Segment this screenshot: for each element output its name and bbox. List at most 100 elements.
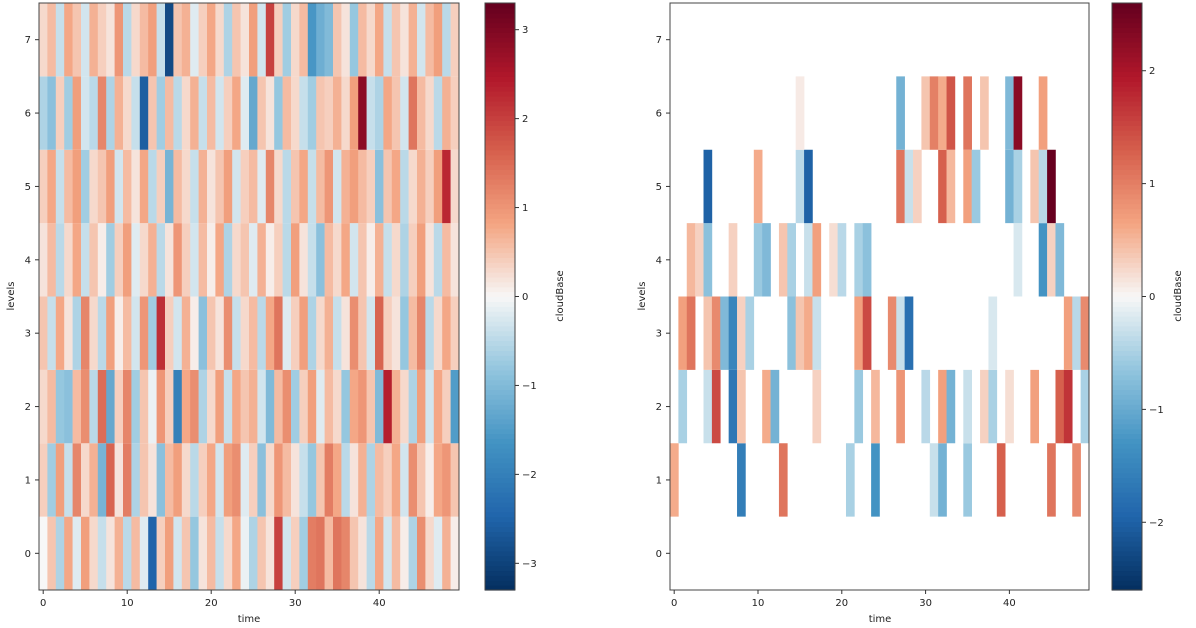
colorbar-strip: [485, 164, 515, 170]
heatmap-cell-l1-t28: [274, 443, 283, 517]
colorbar-strip: [1112, 511, 1142, 518]
heatmap-cell-l2-t49: [450, 369, 460, 444]
colorbar-strip: [485, 399, 515, 405]
colorbar-strip: [485, 404, 515, 410]
heatmap-cell-l3-t18: [190, 296, 199, 370]
heatmap-cell-l7-t19: [198, 3, 208, 77]
heatmap-cell-l0-t47: [433, 516, 443, 591]
heatmap-cell-l6-t25: [249, 76, 258, 150]
heatmap-cell-l6-t10: [123, 76, 132, 150]
heatmap-cell-l5-t36: [971, 149, 981, 224]
heatmap-cell-l1-t21: [215, 443, 225, 517]
colorbar-strip: [1112, 286, 1142, 293]
colorbar-strip: [485, 472, 515, 479]
heatmap-cell-l4-t39: [366, 223, 376, 297]
heatmap-cell-l2-t5: [711, 369, 721, 444]
heatmap-cell-l1-t48: [1072, 443, 1081, 517]
heatmap-cell-l1-t23: [232, 443, 241, 517]
heatmap-cell-l0-t5: [81, 516, 90, 591]
heatmap-cell-l4-t19: [198, 223, 208, 297]
colorbar-strip: [1112, 301, 1142, 307]
heatmap-cell-l4-t41: [383, 223, 393, 297]
colorbar-strip: [1112, 61, 1142, 68]
colorbar-strip: [485, 154, 515, 161]
heatmap-cell-l2-t7: [97, 369, 107, 444]
colorbar-strip: [1112, 433, 1142, 439]
heatmap-cell-l4-t29: [282, 223, 292, 297]
heatmap-cell-l3-t16: [804, 296, 813, 370]
colorbar-strip: [1112, 100, 1142, 107]
heatmap-cell-l3-t35: [333, 296, 342, 370]
colorbar-strip: [485, 462, 515, 469]
colorbar-tick-label: 2: [1149, 66, 1155, 77]
colorbar-strip: [1112, 188, 1142, 195]
heatmap-panel-left: 0 10 20 30 40 0 1 2 3 4 5 6 7 time levels: [6, 2, 460, 625]
heatmap-cell-l4-t45: [1047, 223, 1056, 297]
colorbar-gradient-left: [484, 2, 516, 591]
heatmap-cell-l0-t14: [156, 516, 166, 591]
heatmap-cell-l1-t0: [670, 443, 679, 517]
heatmap-cell-l7-t49: [450, 3, 460, 77]
heatmap-cell-l6-t0: [39, 76, 48, 150]
heatmap-cell-l5-t16: [173, 149, 183, 224]
heatmap-cell-l3-t19: [198, 296, 208, 370]
colorbar-strip: [485, 95, 515, 102]
heatmap-cell-l5-t10: [753, 149, 763, 224]
heatmap-cell-l6-t16: [173, 76, 183, 150]
heatmap-cell-l2-t24: [871, 369, 880, 444]
colorbar-strip: [1112, 482, 1142, 488]
colorbar-strip: [485, 423, 515, 430]
heatmap-cell-l7-t17: [181, 3, 191, 77]
heatmap-cell-l5-t5: [81, 149, 90, 224]
colorbar-strip: [1112, 585, 1142, 591]
colorbar-tick-label: 1: [1149, 179, 1155, 190]
colorbar-strip: [485, 218, 515, 224]
heatmap-cell-l4-t38: [358, 223, 367, 297]
colorbar-strip: [485, 550, 515, 557]
colorbar-tick-label: −3: [522, 559, 537, 570]
y-tick-label: 5: [25, 182, 31, 193]
heatmap-cell-l5-t10: [123, 149, 132, 224]
heatmap-cell-l7-t25: [249, 3, 258, 77]
heatmap-cell-l3-t25: [249, 296, 258, 370]
colorbar-strip: [1112, 325, 1142, 332]
heatmap-cell-l0-t22: [223, 516, 233, 591]
colorbar-strip: [1112, 242, 1142, 249]
colorbar-strip: [485, 37, 515, 43]
heatmap-cell-l3-t46: [425, 296, 435, 370]
colorbar-strip: [1112, 345, 1142, 351]
heatmap-cell-l4-t44: [1038, 223, 1048, 297]
heatmap-cell-l2-t41: [383, 369, 393, 444]
x-tick-label: 0: [671, 598, 677, 609]
colorbar-strip: [485, 526, 515, 532]
heatmap-cell-l0-t45: [417, 516, 426, 591]
colorbar-strip: [1112, 472, 1142, 479]
colorbar-strip: [1112, 501, 1142, 508]
colorbar-strip: [1112, 37, 1142, 43]
heatmap-cell-l1-t36: [341, 443, 351, 517]
heatmap-cell-l4-t23: [862, 223, 872, 297]
colorbar-strip: [485, 541, 515, 547]
heatmap-cell-l5-t46: [425, 149, 435, 224]
colorbar-strip: [1112, 164, 1142, 170]
colorbar-strip: [1112, 570, 1142, 576]
heatmap-cell-l6-t35: [963, 76, 972, 150]
heatmap-cell-l3-t4: [703, 296, 713, 370]
heatmap-cell-l2-t36: [341, 369, 351, 444]
x-tick-label: 40: [1003, 598, 1016, 609]
colorbar-strip: [485, 482, 515, 488]
heatmap-cell-l2-t22: [854, 369, 864, 444]
heatmap-cell-l2-t35: [333, 369, 342, 444]
colorbar-strip: [485, 286, 515, 293]
heatmap-cell-l1-t19: [198, 443, 208, 517]
colorbar-strip: [1112, 262, 1142, 268]
colorbar-strip: [1112, 125, 1142, 131]
heatmap-cell-l3-t23: [862, 296, 872, 370]
heatmap-cell-l5-t38: [358, 149, 367, 224]
colorbar-gradient-right: [1111, 2, 1143, 591]
heatmap-cell-l4-t14: [787, 223, 796, 297]
heatmap-cell-l3-t8: [737, 296, 746, 370]
colorbar-strip: [1112, 183, 1142, 190]
heatmap-cell-l3-t48: [1072, 296, 1081, 370]
